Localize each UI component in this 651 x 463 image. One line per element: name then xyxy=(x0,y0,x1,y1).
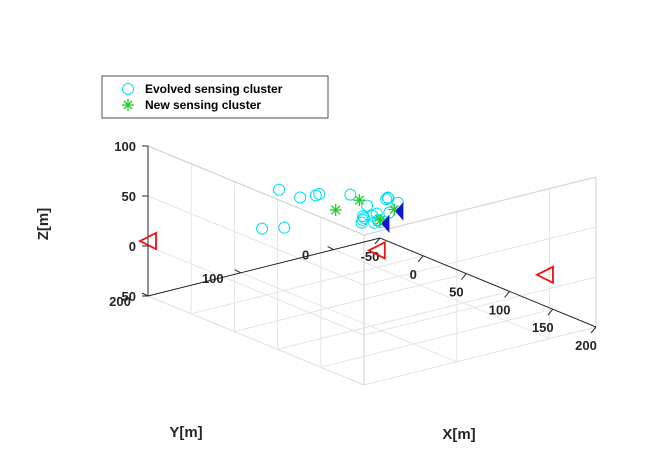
evolved-cluster-point xyxy=(278,221,291,234)
evolved-cluster-point xyxy=(366,209,379,222)
y-tick-label: 0 xyxy=(302,248,309,263)
legend-label-evolved: Evolved sensing cluster xyxy=(145,82,283,96)
evolved-cluster-point xyxy=(361,199,374,212)
new-cluster-point xyxy=(353,194,366,207)
grid-line xyxy=(320,308,553,368)
box-edge xyxy=(363,176,597,236)
z-axis-label: Z[m] xyxy=(35,208,52,241)
x-tick xyxy=(461,273,467,280)
x-tick xyxy=(547,308,554,316)
legend-circle-icon xyxy=(122,83,134,95)
grid-line xyxy=(363,276,597,336)
evolved-cluster-point xyxy=(357,210,370,223)
red-triangle-point xyxy=(366,240,386,260)
grid-line xyxy=(277,290,510,350)
x-tick xyxy=(417,255,424,263)
x-tick xyxy=(374,237,381,245)
grid-line xyxy=(147,195,365,286)
z-tick-label: -50 xyxy=(117,289,136,304)
data-marks xyxy=(137,183,554,285)
red-triangle-point xyxy=(534,265,554,285)
evolved-cluster-point xyxy=(294,191,307,204)
grid-line xyxy=(147,295,365,386)
y-axis-line xyxy=(147,237,381,297)
grid-layer xyxy=(147,145,597,386)
evolved-cluster-point xyxy=(355,216,368,229)
x-tick-label: 100 xyxy=(489,302,511,317)
x-axis-label: X[m] xyxy=(442,426,475,443)
x-tick-label: 50 xyxy=(449,285,463,300)
blue-triangle-point xyxy=(381,214,390,233)
x-tick xyxy=(590,326,597,334)
red-triangle-point xyxy=(137,231,157,251)
asterisk-stroke xyxy=(389,204,399,215)
y-tick-label: 200 xyxy=(109,294,131,309)
legend-label-new: New sensing cluster xyxy=(145,98,261,112)
y-axis-label: Y[m] xyxy=(169,424,202,441)
legend-box xyxy=(101,75,329,119)
evolved-cluster-point xyxy=(313,187,326,200)
y-tick xyxy=(327,246,334,251)
x-tick-label: 200 xyxy=(575,338,597,353)
z-tick-label: 50 xyxy=(122,189,136,204)
grid-line xyxy=(147,245,365,336)
grid-line xyxy=(333,249,550,340)
grid-line xyxy=(240,272,457,363)
grid-line xyxy=(363,226,597,286)
box-edge xyxy=(147,145,365,236)
evolved-cluster-point xyxy=(381,191,394,204)
evolved-cluster-point xyxy=(256,222,269,235)
grid-line xyxy=(363,326,597,386)
asterisk-stroke xyxy=(354,195,365,205)
x-tick xyxy=(504,291,510,298)
x-axis-line xyxy=(379,237,597,328)
evolved-cluster-point xyxy=(368,216,381,229)
blue-triangle-point xyxy=(395,202,404,221)
z-tick-label: 100 xyxy=(114,139,136,154)
evolved-cluster-point xyxy=(344,188,357,201)
z-tick-label: 0 xyxy=(129,239,136,254)
asterisk-stroke xyxy=(331,205,341,215)
x-tick-label: 150 xyxy=(532,320,554,335)
y-tick xyxy=(234,269,242,274)
evolved-cluster-point xyxy=(273,183,286,196)
legend-asterisk-icon xyxy=(122,99,134,111)
grid-line xyxy=(191,255,424,315)
y-tick-label: 100 xyxy=(202,271,224,286)
asterisk-stroke xyxy=(375,215,386,225)
legend: Evolved sensing cluster New sensing clus… xyxy=(101,75,329,119)
new-cluster-point xyxy=(329,203,342,216)
grid-line xyxy=(234,273,467,333)
x-tick-label: 0 xyxy=(410,267,417,282)
